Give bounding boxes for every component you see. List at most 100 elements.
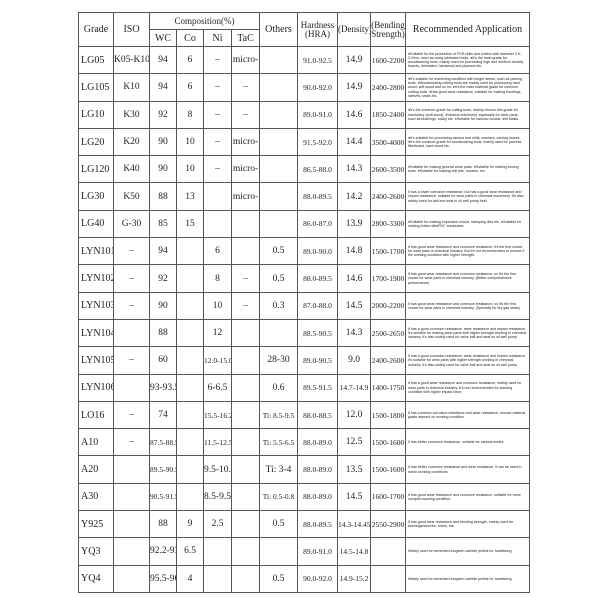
value-cell bbox=[259, 73, 298, 102]
value-cell: 14.6 bbox=[337, 264, 371, 293]
application-cell: ●Suitable for the production of PCB dril… bbox=[405, 45, 530, 75]
value-cell: 89.0-91.0 bbox=[297, 537, 338, 566]
value-cell bbox=[176, 318, 204, 348]
value-cell bbox=[259, 100, 298, 129]
grade-cell: LG40 bbox=[78, 209, 114, 239]
application-cell: ●It's suitable for processing various en… bbox=[405, 127, 530, 157]
value-cell: 88.0-89.5 bbox=[297, 264, 338, 293]
value-cell: 13 bbox=[176, 182, 204, 211]
value-cell: 1500-1600 bbox=[370, 428, 406, 457]
value-cell: K20 bbox=[113, 127, 150, 157]
value-cell: G-30 bbox=[113, 209, 150, 239]
value-cell: Ti: 5.5-6.5 bbox=[259, 428, 298, 457]
value-cell bbox=[259, 155, 298, 184]
value-cell bbox=[203, 537, 232, 566]
value-cell: – bbox=[113, 237, 150, 266]
value-cell: 13.5 bbox=[337, 455, 371, 484]
value-cell bbox=[259, 45, 298, 75]
value-cell: micro- bbox=[231, 45, 260, 75]
grade-cell: LYN103 bbox=[78, 291, 114, 320]
value-cell: 9.5-10.5 bbox=[203, 455, 232, 484]
value-cell: 92 bbox=[149, 264, 177, 293]
value-cell: 14.4 bbox=[337, 127, 371, 157]
application-cell: It has a good wear resistance and corros… bbox=[405, 373, 530, 402]
value-cell bbox=[203, 182, 232, 211]
table-body: LG05 K05-K10 94 6– micro- 91.0-92.5 14.9 1600-2… bbox=[78, 45, 530, 593]
value-cell: 86.0-87.0 bbox=[297, 209, 338, 239]
value-cell: – bbox=[231, 264, 260, 293]
application-cell: It has good wear resistance and corrosio… bbox=[405, 482, 530, 512]
value-cell: K30 bbox=[113, 100, 150, 129]
value-cell: K05-K10 bbox=[113, 45, 150, 75]
value-cell: 0.5 bbox=[259, 264, 298, 293]
value-cell bbox=[113, 510, 150, 539]
application-cell: It has good wear resistance and corrosio… bbox=[405, 291, 530, 320]
value-cell: – bbox=[231, 73, 260, 102]
value-cell bbox=[231, 455, 260, 484]
value-cell: 2000-2200 bbox=[370, 291, 406, 320]
value-cell: 88.0-89.0 bbox=[297, 428, 338, 457]
application-cell: ●Suitable for making general wear parts.… bbox=[405, 155, 530, 184]
value-cell bbox=[259, 182, 298, 211]
value-cell: 8 bbox=[203, 264, 232, 293]
table-row: Y925 88 9 2.5 0.5 88.0-89.5 14.3-14.45 2550-290… bbox=[78, 510, 530, 539]
value-cell: 88.0-89.5 bbox=[297, 182, 338, 211]
grade-table: Grade ISO Composition(%) Others Hardness… bbox=[78, 12, 530, 593]
value-cell: 88.0-89.0 bbox=[297, 482, 338, 512]
value-cell: – bbox=[203, 45, 232, 75]
table-row: LG40 G-30 85 15 86.0-87.0 13.9 2800-3300 ●Suita… bbox=[78, 209, 530, 239]
header-cell: TaC bbox=[231, 29, 260, 47]
table-row: LYN105–60 12.0-15.0 28-30 89.0-90.5 9.0 2400-… bbox=[78, 346, 530, 375]
value-cell: 6.5 bbox=[176, 537, 204, 566]
application-cell: Widely used for cemented tungsten carbid… bbox=[405, 564, 530, 593]
value-cell: 1400-1750 bbox=[370, 373, 406, 402]
value-cell: 1850-2400 bbox=[370, 100, 406, 129]
value-cell: 15.5-16.2 bbox=[203, 400, 232, 430]
value-cell: 88.0-89.5 bbox=[297, 510, 338, 539]
value-cell: 6 bbox=[176, 45, 204, 75]
value-cell: – bbox=[113, 291, 150, 320]
value-cell: 89.0-90.5 bbox=[297, 346, 338, 375]
value-cell: 88.0-89.0 bbox=[297, 455, 338, 484]
value-cell: – bbox=[113, 346, 150, 375]
value-cell: – bbox=[231, 291, 260, 320]
value-cell: 1500-1800 bbox=[370, 400, 406, 430]
value-cell: 2800-3300 bbox=[370, 209, 406, 239]
value-cell bbox=[231, 428, 260, 457]
value-cell: 14.3-14.45 bbox=[337, 510, 371, 539]
value-cell: 12.0-15.0 bbox=[203, 346, 232, 375]
table-row: LG105 K10 94 6– – 90.0-92.0 14.9 2400-2800 ●It's… bbox=[78, 73, 530, 102]
header-cell: Hardness (HRA) bbox=[297, 12, 338, 47]
value-cell: 2400-2600 bbox=[370, 182, 406, 211]
table-row: A30 90.5-91.5 8.5-9.5 Ti: 0.5-0.8 88.0-89.0 1… bbox=[78, 482, 530, 512]
value-cell: 10 bbox=[203, 291, 232, 320]
value-cell: 14.3 bbox=[337, 155, 371, 184]
header-cell: Grade bbox=[78, 12, 114, 47]
value-cell bbox=[176, 400, 204, 430]
grade-cell: A30 bbox=[78, 482, 114, 512]
value-cell: 0.6 bbox=[259, 373, 298, 402]
value-cell: 28-30 bbox=[259, 346, 298, 375]
value-cell: 88 bbox=[149, 182, 177, 211]
header-cell: (Density) bbox=[337, 12, 371, 47]
table-row: LYN103–90 10–0.3 87.0-88.0 14.5 2000-2200 It … bbox=[78, 291, 530, 320]
value-cell: 1600-2200 bbox=[370, 45, 406, 75]
value-cell: 89.5-91.5 bbox=[297, 373, 338, 402]
value-cell: 88 bbox=[149, 318, 177, 348]
value-cell bbox=[259, 537, 298, 566]
value-cell bbox=[231, 400, 260, 430]
value-cell: 87.5-88.5 bbox=[149, 428, 177, 457]
value-cell bbox=[259, 318, 298, 348]
value-cell bbox=[113, 537, 150, 566]
grade-cell: LG10 bbox=[78, 100, 114, 129]
value-cell bbox=[231, 482, 260, 512]
value-cell: 12.5 bbox=[337, 428, 371, 457]
value-cell: 94 bbox=[149, 45, 177, 75]
value-cell: 2500-2650 bbox=[370, 318, 406, 348]
value-cell: 91.5-92.0 bbox=[297, 127, 338, 157]
table-row: LG20 K20 90 10– micro- 91.5-92.0 14.4 3500-4000… bbox=[78, 127, 530, 157]
value-cell: 2550-2900 bbox=[370, 510, 406, 539]
value-cell: 0.5 bbox=[259, 510, 298, 539]
grade-cell: LG30 bbox=[78, 182, 114, 211]
value-cell: 89.0-91.0 bbox=[297, 100, 338, 129]
